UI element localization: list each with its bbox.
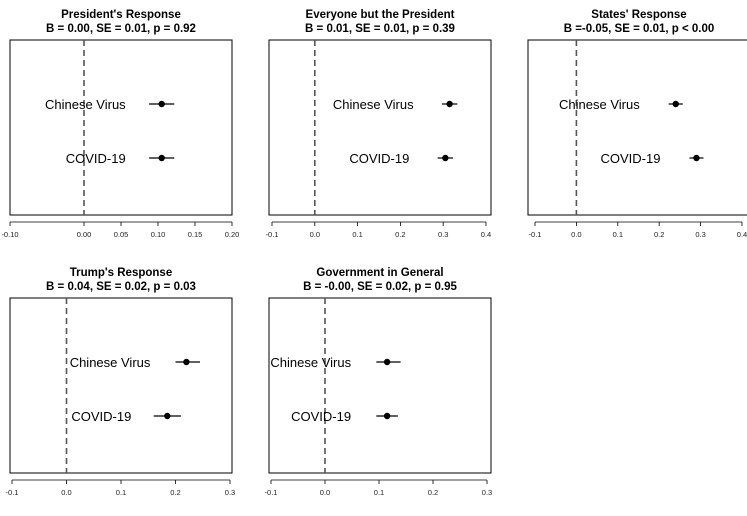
x-tick-label: 0.0 bbox=[320, 488, 330, 497]
point-label: Chinese Virus bbox=[559, 97, 640, 112]
x-tick-label: -0.1 bbox=[265, 488, 278, 497]
x-tick-label: 0.2 bbox=[395, 230, 405, 239]
x-tick-label: -0.1 bbox=[529, 230, 542, 239]
x-tick-label: 0.4 bbox=[737, 230, 747, 239]
x-tick-label: 0.1 bbox=[116, 488, 126, 497]
panel-title: Everyone but the President bbox=[306, 9, 455, 21]
panel-frame bbox=[9, 39, 233, 216]
point-estimate bbox=[158, 100, 165, 108]
x-tick-label: -0.10 bbox=[1, 230, 18, 239]
point-label: Chinese Virus bbox=[270, 355, 351, 370]
panel-5: Government in General B = -0.00, SE = 0.0… bbox=[265, 267, 493, 497]
point-estimate bbox=[446, 100, 453, 108]
panel-subtitle: B = -0.00, SE = 0.02, p = 0.95 bbox=[303, 281, 457, 293]
point-estimate bbox=[383, 412, 391, 420]
point-label: COVID-19 bbox=[291, 409, 351, 424]
point-estimate bbox=[442, 154, 449, 162]
panel-4: Trump's Response B = 0.04, SE = 0.02, p =… bbox=[6, 267, 236, 497]
panel-title: States' Response bbox=[591, 9, 686, 21]
panel-title: President's Response bbox=[61, 9, 181, 21]
panel-title: Government in General bbox=[316, 267, 443, 279]
x-tick-label: 0.15 bbox=[188, 230, 203, 239]
x-tick-label: 0.3 bbox=[225, 488, 235, 497]
x-tick-label: 0.1 bbox=[374, 488, 384, 497]
panel-frame bbox=[9, 297, 233, 474]
point-estimate bbox=[672, 100, 679, 108]
x-tick-label: 0.2 bbox=[428, 488, 438, 497]
x-tick-label: -0.1 bbox=[266, 230, 279, 239]
point-label: COVID-19 bbox=[71, 409, 131, 424]
point-estimate bbox=[693, 154, 700, 162]
x-tick-label: 0.3 bbox=[438, 230, 448, 239]
point-estimate bbox=[383, 358, 391, 366]
x-tick-label: 0.0 bbox=[310, 230, 320, 239]
x-tick-label: 0.2 bbox=[654, 230, 664, 239]
x-tick-label: 0.3 bbox=[482, 488, 492, 497]
x-tick-label: 0.3 bbox=[695, 230, 705, 239]
x-tick-label: 0.2 bbox=[170, 488, 180, 497]
panel-subtitle: B = 0.00, SE = 0.01, p = 0.92 bbox=[46, 23, 196, 35]
x-tick-label: 0.0 bbox=[571, 230, 581, 239]
point-estimate bbox=[158, 154, 165, 162]
panel-3: States' Response B =-0.05, SE = 0.01, p <… bbox=[527, 9, 747, 239]
x-tick-label: -0.1 bbox=[6, 488, 19, 497]
point-label: Chinese Virus bbox=[333, 97, 414, 112]
panel-title: Trump's Response bbox=[70, 267, 172, 279]
x-tick-label: 0.4 bbox=[481, 230, 491, 239]
panel-frame bbox=[268, 297, 492, 474]
panel-subtitle: B = 0.01, SE = 0.01, p = 0.39 bbox=[305, 23, 455, 35]
point-label: COVID-19 bbox=[600, 151, 660, 166]
panel-1: President's Response B = 0.00, SE = 0.01,… bbox=[1, 9, 239, 239]
x-tick-label: 0.20 bbox=[225, 230, 240, 239]
point-label: Chinese Virus bbox=[70, 355, 151, 370]
point-estimate bbox=[164, 412, 171, 420]
point-estimate bbox=[183, 358, 190, 366]
panel-subtitle: B = 0.04, SE = 0.02, p = 0.03 bbox=[46, 281, 196, 293]
point-label: Chinese Virus bbox=[45, 97, 126, 112]
x-tick-label: 0.1 bbox=[613, 230, 623, 239]
x-tick-label: 0.00 bbox=[77, 230, 92, 239]
x-tick-label: 0.0 bbox=[61, 488, 71, 497]
point-label: COVID-19 bbox=[66, 151, 126, 166]
point-label: COVID-19 bbox=[349, 151, 409, 166]
x-tick-label: 0.1 bbox=[352, 230, 362, 239]
panel-frame bbox=[268, 39, 492, 216]
panel-2: Everyone but the President B = 0.01, SE =… bbox=[266, 9, 492, 239]
panel-frame bbox=[527, 39, 747, 216]
x-tick-label: 0.10 bbox=[151, 230, 166, 239]
panel-subtitle: B =-0.05, SE = 0.01, p < 0.00 bbox=[564, 23, 715, 35]
x-tick-label: 0.05 bbox=[114, 230, 129, 239]
